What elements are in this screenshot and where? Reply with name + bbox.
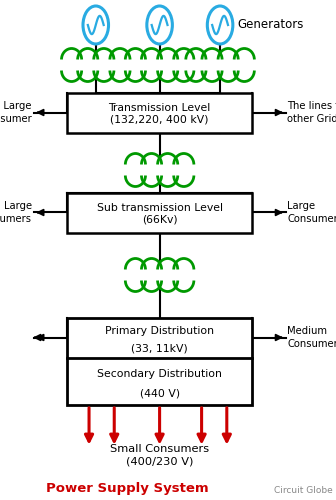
- Text: Secondary Distribution: Secondary Distribution: [97, 369, 222, 379]
- FancyBboxPatch shape: [67, 92, 252, 132]
- Text: Transmission Level: Transmission Level: [109, 102, 211, 113]
- Text: Sub transmission Level: Sub transmission Level: [97, 202, 222, 212]
- Text: Large
Consumers: Large Consumers: [0, 202, 32, 224]
- Text: (132,220, 400 kV): (132,220, 400 kV): [110, 114, 209, 124]
- Text: (66Kv): (66Kv): [142, 214, 177, 224]
- Text: Circuit Globe: Circuit Globe: [274, 486, 333, 495]
- Text: (33, 11kV): (33, 11kV): [131, 344, 188, 353]
- Text: (400/230 V): (400/230 V): [126, 456, 193, 466]
- Text: Power Supply System: Power Supply System: [46, 482, 209, 495]
- Text: Very Large
Consumer: Very Large Consumer: [0, 102, 32, 124]
- Text: Small Consumers: Small Consumers: [110, 444, 209, 454]
- Text: Primary Distribution: Primary Distribution: [105, 326, 214, 336]
- Text: Generators: Generators: [237, 18, 303, 32]
- FancyBboxPatch shape: [67, 192, 252, 232]
- Text: (440 V): (440 V): [139, 388, 180, 398]
- Text: Large
Consumers: Large Consumers: [287, 202, 336, 224]
- Text: The lines to
other Grids: The lines to other Grids: [287, 102, 336, 124]
- FancyBboxPatch shape: [67, 318, 252, 405]
- Text: Medium
Consumer: Medium Consumer: [287, 326, 336, 348]
